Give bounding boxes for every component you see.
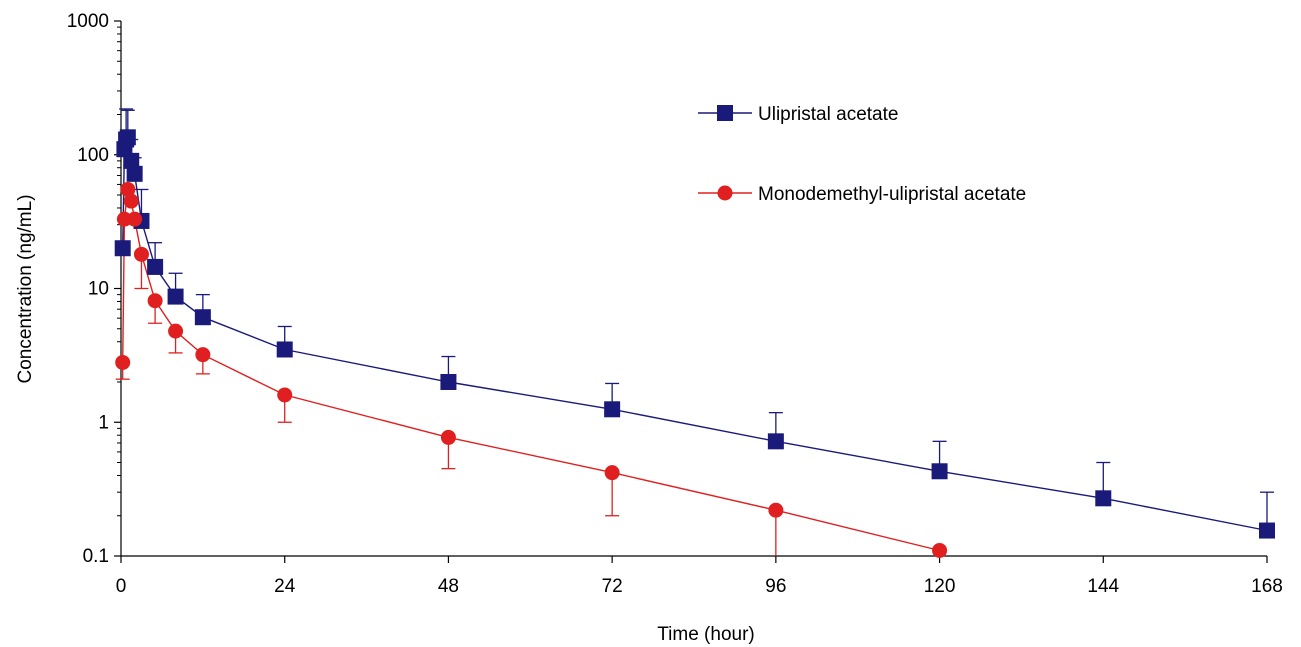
legend-marker	[717, 185, 733, 201]
data-point	[932, 542, 948, 558]
legend-label: Ulipristal acetate	[758, 104, 898, 125]
data-point	[133, 246, 149, 262]
data-point	[1259, 522, 1275, 539]
y-tick-label: 10	[88, 279, 109, 300]
x-tick-label: 48	[438, 576, 459, 597]
x-tick-label: 0	[116, 576, 127, 597]
y-tick-label: 1	[98, 412, 109, 433]
data-point	[168, 323, 184, 339]
series-lines	[122, 135, 1268, 552]
legend-marker	[717, 105, 733, 121]
data-point	[195, 347, 211, 363]
x-axis-title: Time (hour)	[657, 624, 754, 645]
data-point	[114, 240, 131, 257]
y-tick-label: 1000	[67, 11, 109, 32]
data-point	[604, 465, 620, 481]
data-point	[167, 288, 184, 305]
axes: 0.1 1 10 100 1000 0 24 48 72 96 120 144 168	[67, 11, 1283, 597]
series-line	[122, 189, 940, 552]
data-point	[194, 309, 211, 326]
x-tick-label: 168	[1251, 576, 1283, 597]
data-point	[440, 429, 456, 445]
data-point	[931, 463, 948, 480]
data-point	[604, 401, 621, 418]
x-tick-label: 24	[274, 576, 296, 597]
data-point	[440, 373, 457, 390]
data-point	[126, 165, 143, 182]
data-point	[147, 293, 163, 309]
y-tick-label: 100	[77, 145, 109, 166]
y-tick-label: 0.1	[83, 546, 109, 567]
data-point	[276, 341, 293, 358]
x-tick-label: 120	[924, 576, 956, 597]
error-bars	[115, 108, 1274, 556]
data-point	[768, 502, 784, 518]
data-point	[147, 258, 164, 275]
data-point	[123, 193, 139, 209]
data-point	[115, 354, 131, 370]
legend: Ulipristal acetate Monodemethyl-uliprista…	[698, 104, 1026, 205]
data-point	[123, 152, 140, 169]
x-tick-label: 72	[602, 576, 623, 597]
data-point	[277, 387, 293, 403]
data-point	[120, 181, 136, 197]
x-tick-label: 144	[1087, 576, 1119, 597]
x-tick-label: 96	[765, 576, 786, 597]
series-line	[122, 135, 1268, 532]
data-point	[127, 211, 143, 227]
y-axis-title: Concentration (ng/mL)	[15, 194, 36, 383]
legend-label: Monodemethyl-ulipristal acetate	[758, 184, 1026, 205]
data-point	[1095, 490, 1112, 507]
series-markers	[114, 129, 1275, 558]
data-point	[767, 433, 784, 450]
data-point	[119, 129, 136, 146]
